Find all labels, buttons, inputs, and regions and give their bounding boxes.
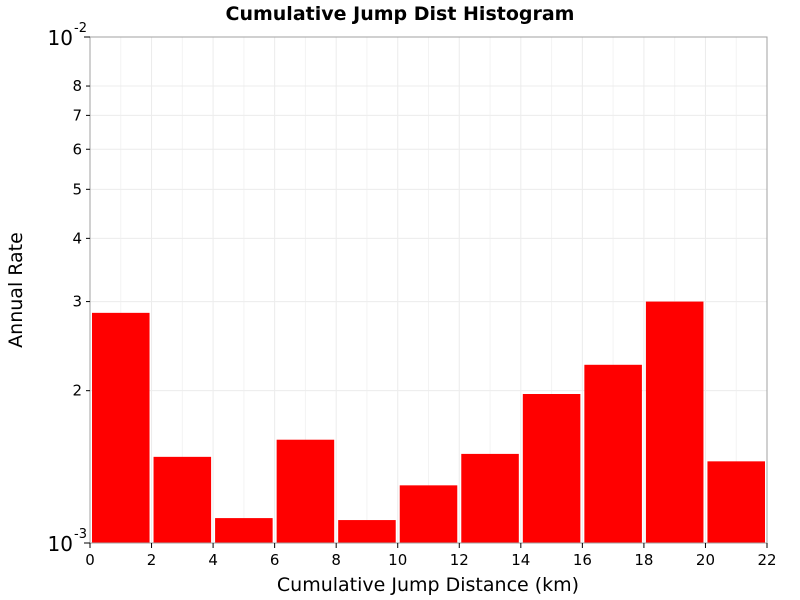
x-axis-label: Cumulative Jump Distance (km) — [277, 574, 579, 596]
plot-border — [89, 36, 768, 544]
x-tick-label: 14 — [511, 551, 530, 569]
y-tick-exponent: -2 — [74, 21, 87, 36]
x-tick-label: 18 — [634, 551, 653, 569]
bars — [92, 301, 765, 543]
histogram-bar — [399, 485, 458, 543]
histogram-bar — [584, 364, 642, 543]
y-tick-label: 4 — [72, 229, 82, 247]
x-tick-label: 2 — [147, 551, 157, 569]
histogram-bar — [338, 520, 396, 543]
x-tick-label: 20 — [696, 551, 715, 569]
y-tick-base: 10 — [48, 532, 73, 556]
x-tick-label: 12 — [450, 551, 469, 569]
histogram-bar — [645, 301, 704, 543]
y-tick-label: 7 — [72, 106, 82, 124]
y-tick-label: 5 — [72, 180, 82, 198]
y-tick-label: 8 — [72, 77, 82, 95]
histogram-bar — [522, 394, 581, 543]
x-tick-label: 22 — [757, 551, 776, 569]
histogram-bar — [461, 453, 519, 543]
chart-title: Cumulative Jump Dist Histogram — [226, 3, 575, 25]
x-tick-label: 6 — [270, 551, 280, 569]
x-axis: 0 2 4 6 8 10 12 14 16 18 20 22 — [85, 543, 777, 569]
x-tick-label: 16 — [573, 551, 592, 569]
histogram-bar — [153, 456, 212, 543]
x-tick-label: 8 — [331, 551, 341, 569]
y-tick-label: 3 — [72, 293, 82, 311]
plot-frame — [89, 36, 768, 544]
y-tick-label: 2 — [72, 382, 82, 400]
y-tick-base: 10 — [48, 26, 73, 50]
histogram-bar — [276, 439, 335, 543]
x-tick-label: 4 — [208, 551, 218, 569]
histogram-bar — [215, 518, 273, 543]
x-tick-label: 10 — [388, 551, 407, 569]
histogram-bar — [707, 461, 765, 543]
y-axis-label: Annual Rate — [5, 232, 27, 348]
histogram-bar — [92, 312, 150, 543]
y-tick-label: 6 — [72, 140, 82, 158]
x-tick-label: 0 — [85, 551, 95, 569]
y-tick-exponent: -3 — [74, 527, 87, 542]
